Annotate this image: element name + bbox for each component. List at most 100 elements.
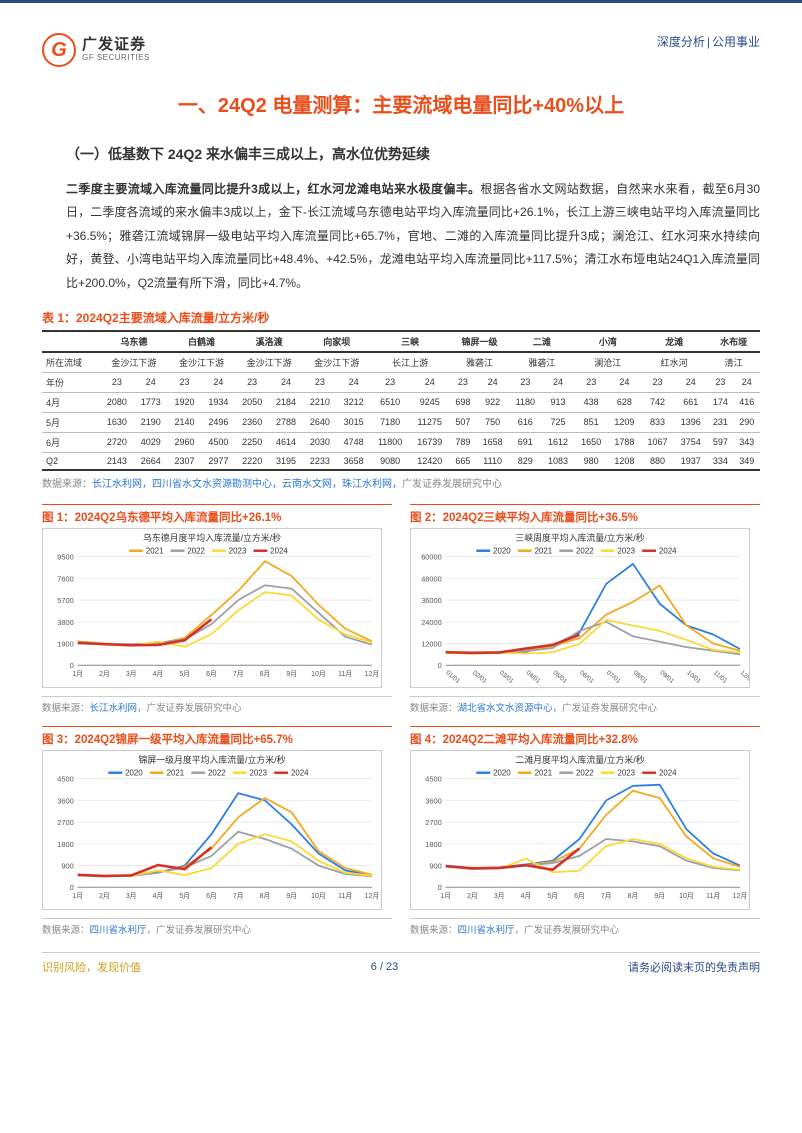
svg-text:3月: 3月 xyxy=(126,670,137,678)
svg-text:二滩月度平均入库流量/立方米/秒: 二滩月度平均入库流量/立方米/秒 xyxy=(515,754,644,765)
chart-source: 数据来源：四川省水利厅，广发证券发展研究中心 xyxy=(42,918,392,936)
svg-text:11月: 11月 xyxy=(706,892,720,900)
footer-right: 请务必阅读末页的免责声明 xyxy=(628,959,760,975)
footer-left: 识别风险，发现价值 xyxy=(42,959,141,975)
svg-text:2021: 2021 xyxy=(535,547,553,556)
svg-text:2020: 2020 xyxy=(493,547,511,556)
svg-text:12月: 12月 xyxy=(365,670,380,678)
svg-text:2022: 2022 xyxy=(576,547,594,556)
svg-text:04/01: 04/01 xyxy=(525,669,542,685)
svg-text:2700: 2700 xyxy=(57,818,73,827)
svg-text:12月: 12月 xyxy=(733,892,748,900)
source-label: 数据来源： xyxy=(42,479,92,490)
svg-text:2024: 2024 xyxy=(659,547,677,556)
svg-text:2021: 2021 xyxy=(535,769,553,778)
chart-source: 数据来源：四川省水利厅，广发证券发展研究中心 xyxy=(410,918,760,936)
svg-text:08/01: 08/01 xyxy=(632,669,649,685)
chart-title: 图 2：2024Q2三峡平均入库流量同比+36.5% xyxy=(410,504,760,525)
svg-text:7月: 7月 xyxy=(233,892,244,900)
svg-text:3800: 3800 xyxy=(57,618,73,627)
body-paragraph: 二季度主要流域入库流量同比提升3成以上，红水河龙滩电站来水极度偏丰。根据各省水文… xyxy=(66,178,760,295)
page-title: 一、24Q2 电量测算：主要流域电量同比+40%以上 xyxy=(42,89,760,118)
svg-text:12月: 12月 xyxy=(365,892,380,900)
chart-source: 数据来源：长江水利网，广发证券发展研究中心 xyxy=(42,696,392,714)
svg-text:2021: 2021 xyxy=(167,769,185,778)
svg-text:2024: 2024 xyxy=(291,769,309,778)
section-subtitle: （一）低基数下 24Q2 来水偏丰三成以上，高水位优势延续 xyxy=(66,144,760,164)
svg-text:1月: 1月 xyxy=(440,892,451,900)
svg-text:0: 0 xyxy=(70,661,74,670)
svg-text:11月: 11月 xyxy=(338,670,352,678)
source-tail: 广发证券发展研究中心 xyxy=(402,479,502,490)
chart-2: 图 2：2024Q2三峡平均入库流量同比+36.5% 三峡周度平均入库流量/立方… xyxy=(410,504,760,714)
svg-text:900: 900 xyxy=(61,861,73,870)
svg-text:2月: 2月 xyxy=(99,670,110,678)
svg-text:1月: 1月 xyxy=(72,892,83,900)
svg-text:5700: 5700 xyxy=(57,596,73,605)
svg-text:4500: 4500 xyxy=(57,775,73,784)
breadcrumb-1: 深度分析 xyxy=(657,35,705,49)
table-source: 数据来源：长江水利网，四川省水文水资源勘测中心，云南水文网，珠江水利网，广发证券… xyxy=(42,475,760,490)
breadcrumb: 深度分析|公用事业 xyxy=(657,33,760,50)
svg-text:1900: 1900 xyxy=(57,639,73,648)
svg-text:10/01: 10/01 xyxy=(685,669,702,685)
svg-text:2020: 2020 xyxy=(493,769,511,778)
svg-text:2022: 2022 xyxy=(208,769,226,778)
svg-text:1月: 1月 xyxy=(72,670,83,678)
svg-text:2022: 2022 xyxy=(576,769,594,778)
chart-1: 图 1：2024Q2乌东德平均入库流量同比+26.1% 乌东德月度平均入库流量/… xyxy=(42,504,392,714)
source-links: 长江水利网，四川省水文水资源勘测中心，云南水文网，珠江水利网， xyxy=(92,479,402,490)
logo-name-cn: 广发证券 xyxy=(82,37,150,54)
svg-text:2月: 2月 xyxy=(99,892,110,900)
chart-4: 图 4：2024Q2二滩平均入库流量同比+32.8% 二滩月度平均入库流量/立方… xyxy=(410,726,760,936)
svg-text:2700: 2700 xyxy=(425,818,441,827)
svg-text:9月: 9月 xyxy=(654,892,665,900)
svg-text:8月: 8月 xyxy=(628,892,639,900)
svg-text:2023: 2023 xyxy=(618,769,636,778)
svg-text:2024: 2024 xyxy=(659,769,677,778)
inflow-table: 乌东德白鹤滩溪洛渡向家坝三峡锦屏一级二滩小湾龙滩水布垭 所在流域金沙江下游金沙江… xyxy=(42,330,760,471)
svg-text:4月: 4月 xyxy=(153,670,164,678)
svg-text:7月: 7月 xyxy=(601,892,612,900)
svg-text:7600: 7600 xyxy=(57,574,73,583)
svg-text:10月: 10月 xyxy=(311,892,326,900)
svg-text:9500: 9500 xyxy=(57,553,73,562)
svg-text:09/01: 09/01 xyxy=(658,669,675,685)
svg-text:6月: 6月 xyxy=(574,892,585,900)
svg-text:60000: 60000 xyxy=(421,553,442,562)
svg-text:2022: 2022 xyxy=(187,547,205,556)
svg-text:2023: 2023 xyxy=(618,547,636,556)
svg-text:锦屏一级月度平均入库流量/立方米/秒: 锦屏一级月度平均入库流量/立方米/秒 xyxy=(139,754,286,765)
page-number: 6 / 23 xyxy=(371,961,399,973)
svg-text:三峡周度平均入库流量/立方米/秒: 三峡周度平均入库流量/立方米/秒 xyxy=(515,532,644,543)
svg-text:12000: 12000 xyxy=(421,639,442,648)
svg-text:5月: 5月 xyxy=(547,892,558,900)
svg-text:10月: 10月 xyxy=(311,670,326,678)
svg-text:6月: 6月 xyxy=(206,670,217,678)
svg-text:0: 0 xyxy=(70,883,74,892)
logo-mark-icon: G xyxy=(42,33,76,67)
svg-text:2023: 2023 xyxy=(229,547,247,556)
svg-text:4月: 4月 xyxy=(153,892,164,900)
svg-text:0: 0 xyxy=(438,883,442,892)
svg-text:0: 0 xyxy=(438,661,442,670)
svg-text:06/01: 06/01 xyxy=(578,669,595,685)
breadcrumb-2: 公用事业 xyxy=(712,35,760,49)
svg-text:3600: 3600 xyxy=(425,796,441,805)
svg-text:4月: 4月 xyxy=(521,892,532,900)
svg-text:3月: 3月 xyxy=(494,892,505,900)
logo-name-en: GF SECURITIES xyxy=(82,54,150,63)
svg-text:9月: 9月 xyxy=(286,892,297,900)
svg-text:48000: 48000 xyxy=(421,574,442,583)
chart-title: 图 4：2024Q2二滩平均入库流量同比+32.8% xyxy=(410,726,760,747)
svg-text:1800: 1800 xyxy=(425,840,441,849)
svg-text:12/01: 12/01 xyxy=(739,669,750,685)
svg-text:900: 900 xyxy=(429,861,441,870)
svg-text:5月: 5月 xyxy=(179,892,190,900)
brand-logo: G 广发证券 GF SECURITIES xyxy=(42,33,150,67)
table-title: 表 1：2024Q2主要流域入库流量/立方米/秒 xyxy=(42,309,760,326)
svg-text:2月: 2月 xyxy=(467,892,478,900)
chart-title: 图 1：2024Q2乌东德平均入库流量同比+26.1% xyxy=(42,504,392,525)
svg-text:11月: 11月 xyxy=(338,892,352,900)
svg-text:3600: 3600 xyxy=(57,796,73,805)
